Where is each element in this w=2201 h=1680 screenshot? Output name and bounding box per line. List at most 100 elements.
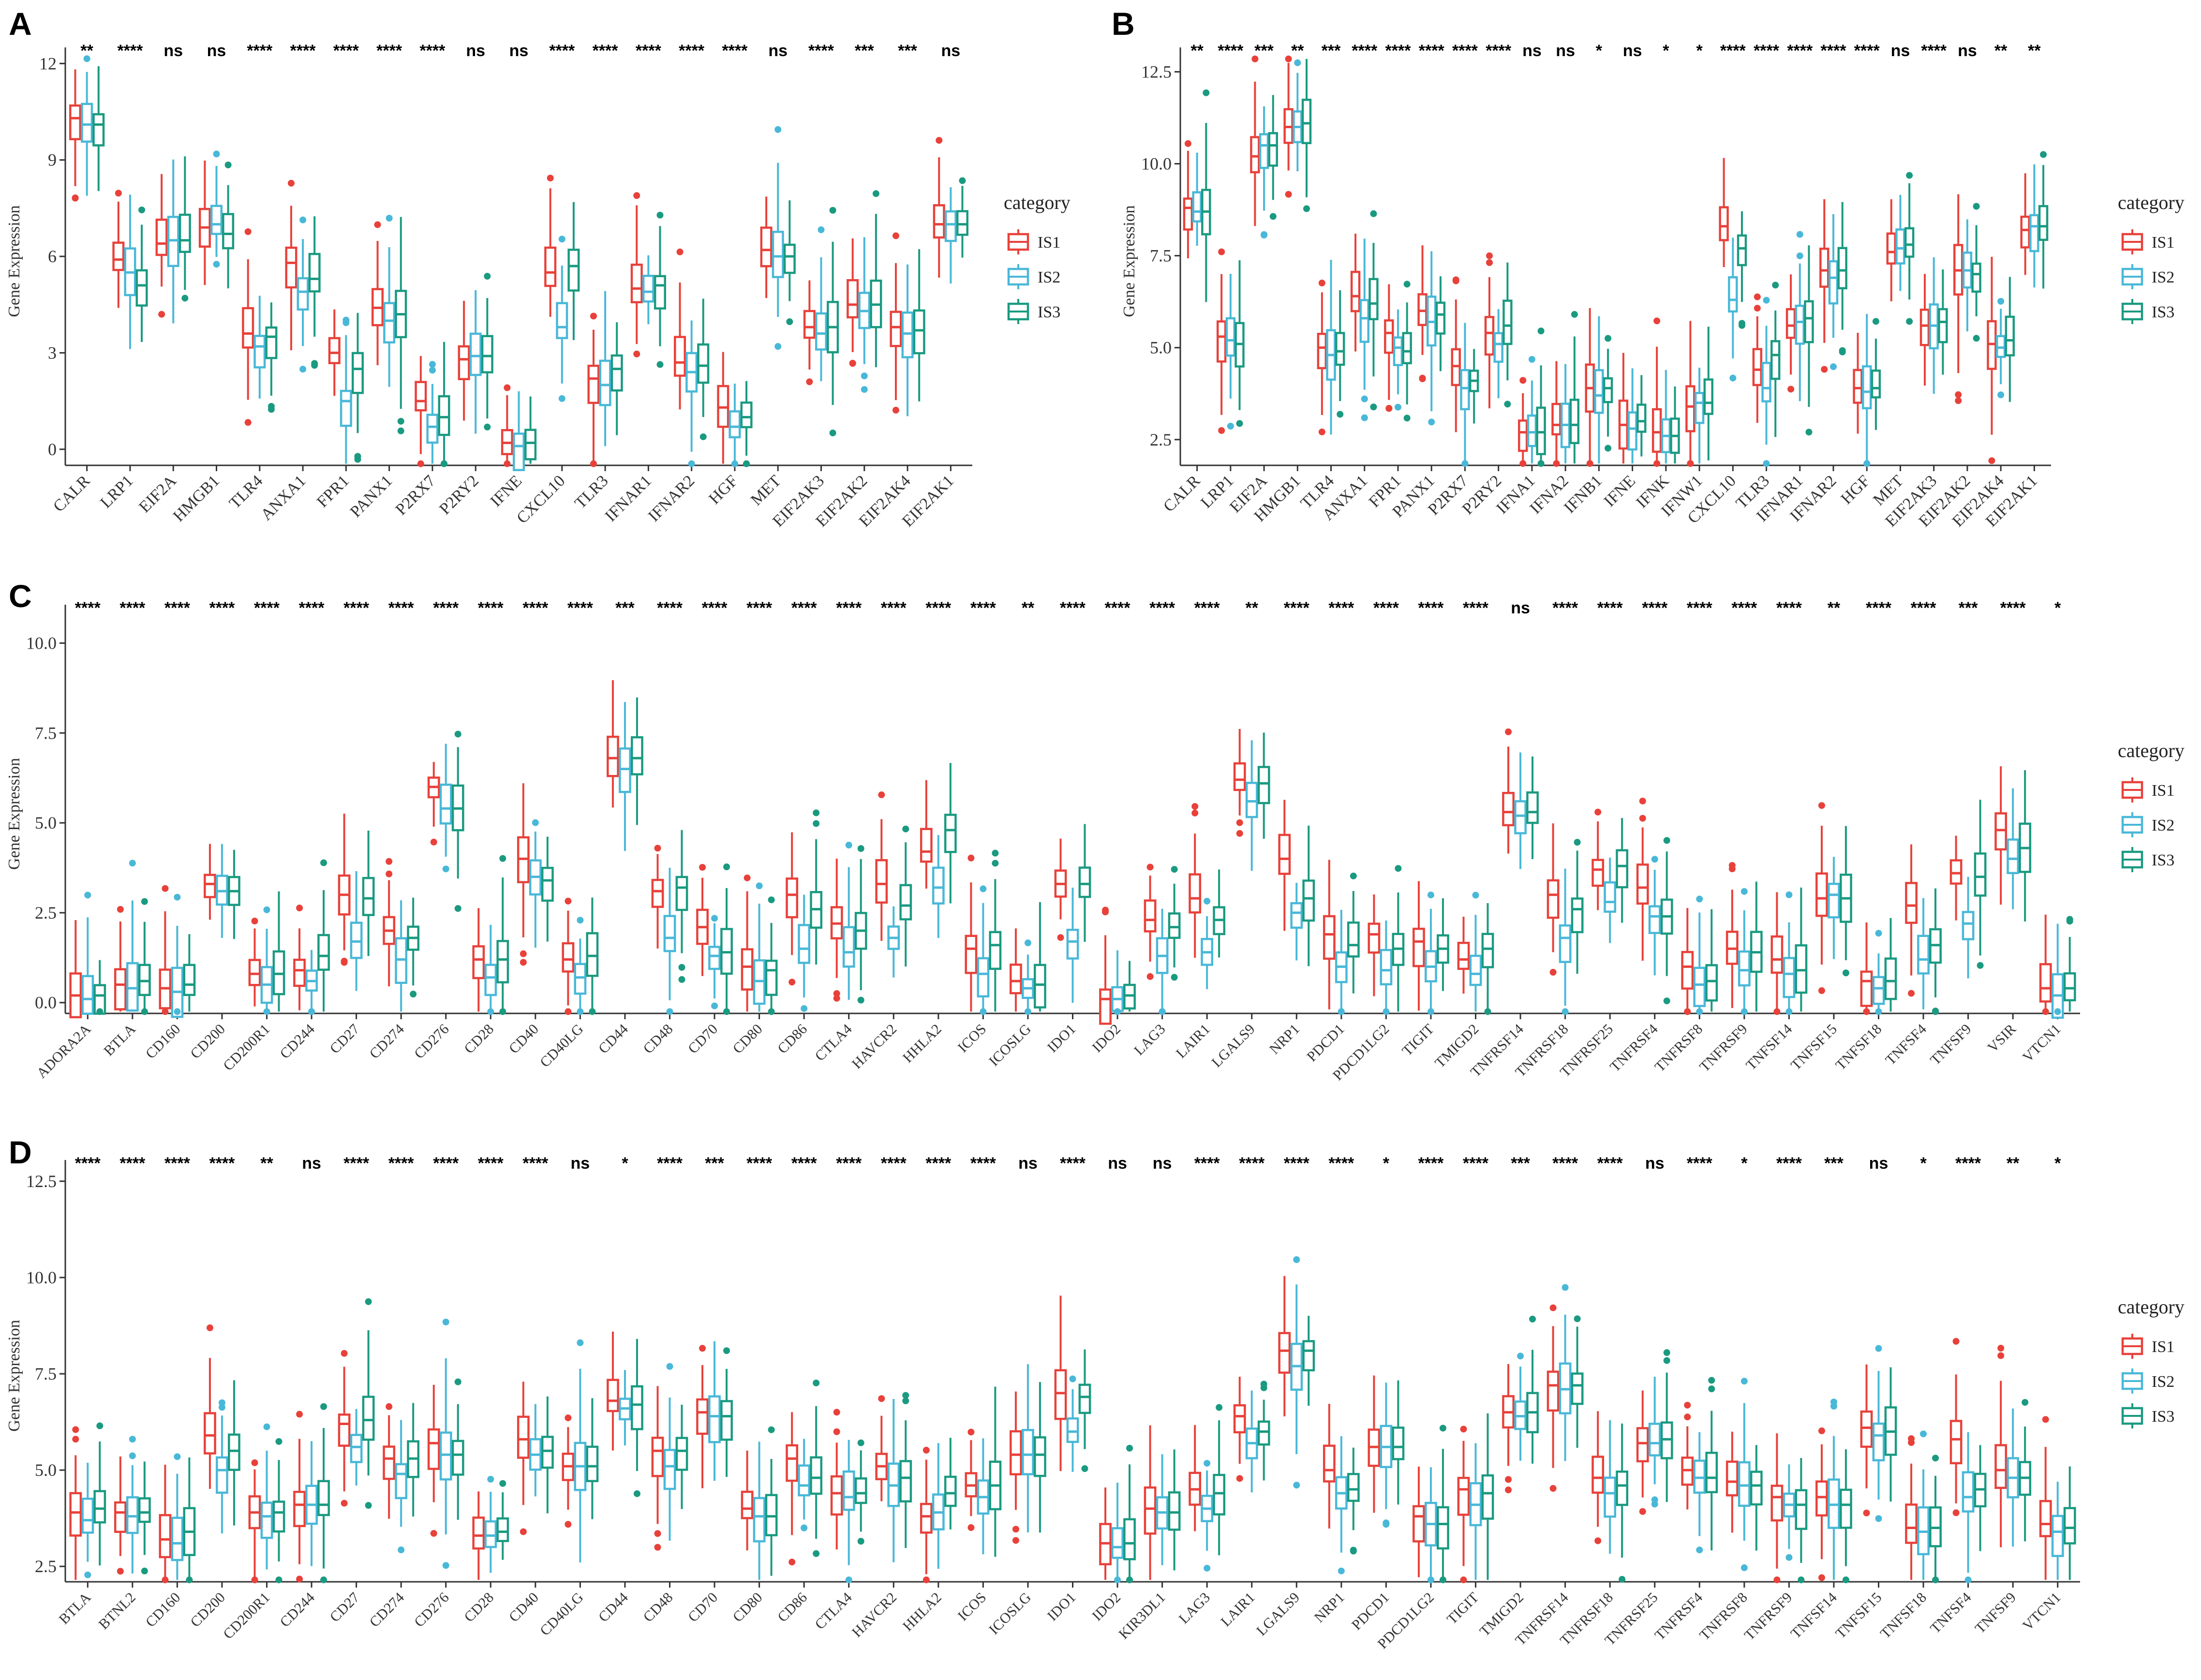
box-is3	[1168, 866, 1181, 981]
box-is1	[1551, 361, 1562, 467]
box-is1	[1651, 317, 1662, 467]
y-tick-label: 2.5	[1150, 430, 1172, 449]
box-is3	[183, 1457, 196, 1584]
box-is3	[1123, 1444, 1136, 1584]
box-is3	[541, 836, 554, 942]
x-tick-label: PDCD1	[1349, 1590, 1393, 1634]
significance-label: ****	[333, 42, 359, 60]
box-is1	[1853, 332, 1863, 434]
box-is2	[1192, 152, 1202, 246]
box-is1	[415, 356, 427, 467]
box-is1	[1417, 245, 1428, 383]
box-is2	[216, 1399, 228, 1534]
box-is1	[204, 844, 216, 920]
box-is3	[1569, 311, 1580, 464]
significance-label: **	[2007, 1154, 2020, 1173]
box-is1	[1099, 1487, 1112, 1580]
box-is1	[1233, 1376, 1246, 1482]
significance-label: ****	[1419, 42, 1445, 60]
significance-label: ****	[1552, 599, 1578, 617]
x-tick-label: CD86	[774, 1590, 810, 1625]
box-is3	[586, 1398, 599, 1519]
significance-label: ****	[1720, 42, 1746, 60]
panel-letter: B	[1112, 6, 1135, 42]
x-tick-label: CD70	[685, 1021, 721, 1057]
box-is3	[675, 1404, 688, 1509]
x-tick-label: HAVCR2	[849, 1021, 900, 1072]
significance-label: ***	[1511, 1154, 1530, 1173]
box-is1	[890, 232, 902, 414]
significance-label: ****	[1597, 1154, 1623, 1173]
x-tick-label: KIR3DL1	[1115, 1590, 1168, 1642]
x-tick-label: TNFSF15	[1832, 1590, 1885, 1642]
box-is1	[1451, 276, 1461, 432]
significance-label: ****	[164, 1154, 191, 1173]
legend-label-is2: IS2	[1038, 268, 1060, 286]
box-is1	[1547, 1304, 1560, 1492]
significance-label: ****	[808, 42, 834, 60]
y-tick-label: 6	[48, 247, 57, 266]
significance-label: ****	[1328, 1154, 1354, 1173]
significance-label: ****	[1328, 599, 1354, 617]
x-tick-label: TNFRSF4	[1651, 1590, 1706, 1644]
box-is3	[362, 1298, 375, 1509]
box-is3	[631, 697, 643, 825]
box-is1	[155, 174, 168, 318]
box-is3	[138, 898, 151, 1015]
box-is3	[272, 1438, 285, 1584]
box-is1	[1685, 321, 1695, 467]
significance-label: ****	[1284, 599, 1310, 617]
x-tick-label: CD28	[461, 1021, 497, 1057]
box-is3	[2038, 151, 2049, 289]
box-is2	[944, 187, 957, 284]
box-is2	[1995, 297, 2006, 399]
significance-label: ****	[343, 1154, 370, 1173]
box-is3	[1750, 881, 1763, 1012]
x-tick-label: CD200	[187, 1021, 228, 1062]
box-is1	[501, 384, 513, 467]
box-is1	[1413, 1466, 1425, 1577]
box-is1	[1350, 233, 1361, 352]
box-is2	[1469, 1443, 1482, 1580]
x-tick-label: TNFSF14	[1788, 1590, 1840, 1642]
box-is2	[1738, 888, 1751, 1015]
x-tick-label: IDO1	[1044, 1021, 1079, 1056]
significance-label: ****	[881, 1154, 907, 1173]
significance-label: ****	[478, 1154, 504, 1173]
legend: category IS1 IS2 IS3	[2118, 192, 2185, 324]
significance-label: ****	[1866, 599, 1892, 617]
box-is1	[338, 1350, 351, 1507]
y-tick-label: 0.0	[35, 993, 57, 1012]
box-is2	[1604, 1420, 1617, 1554]
x-tick-label: CD86	[774, 1021, 810, 1057]
box-is2	[1559, 868, 1572, 1015]
significance-label: ns	[302, 1154, 321, 1173]
significance-label: ****	[1597, 599, 1623, 617]
significance-label: ****	[75, 599, 101, 617]
box-is3	[2063, 916, 2076, 1012]
box-is3	[1213, 1404, 1226, 1556]
x-tick-label: IFNAR1	[602, 472, 655, 525]
significance-label: ns	[768, 42, 788, 60]
significance-label: ****	[1776, 1154, 1802, 1173]
x-tick-label: HGF	[705, 472, 741, 507]
box-is3	[1536, 327, 1546, 467]
box-is2	[1201, 1459, 1214, 1572]
x-tick-label: NRP1	[1311, 1590, 1348, 1626]
box-is1	[517, 783, 530, 966]
box-is2	[1393, 309, 1403, 411]
box-is3	[1302, 1316, 1315, 1406]
box-is2	[1290, 1256, 1303, 1489]
x-tick-label: CD70	[685, 1590, 721, 1625]
significance-label: ns	[1522, 42, 1542, 60]
box-is3	[854, 1439, 867, 1545]
box-is2	[124, 194, 136, 349]
box-is3	[1750, 1445, 1763, 1551]
box-is3	[1257, 1381, 1270, 1481]
y-tick-label: 5.0	[1150, 338, 1172, 357]
x-tick-label: CD40LG	[537, 1590, 586, 1639]
box-is2	[2051, 923, 2064, 1019]
box-is1	[1457, 1426, 1470, 1584]
box-is2	[171, 1453, 184, 1580]
box-is3	[1837, 202, 1847, 356]
